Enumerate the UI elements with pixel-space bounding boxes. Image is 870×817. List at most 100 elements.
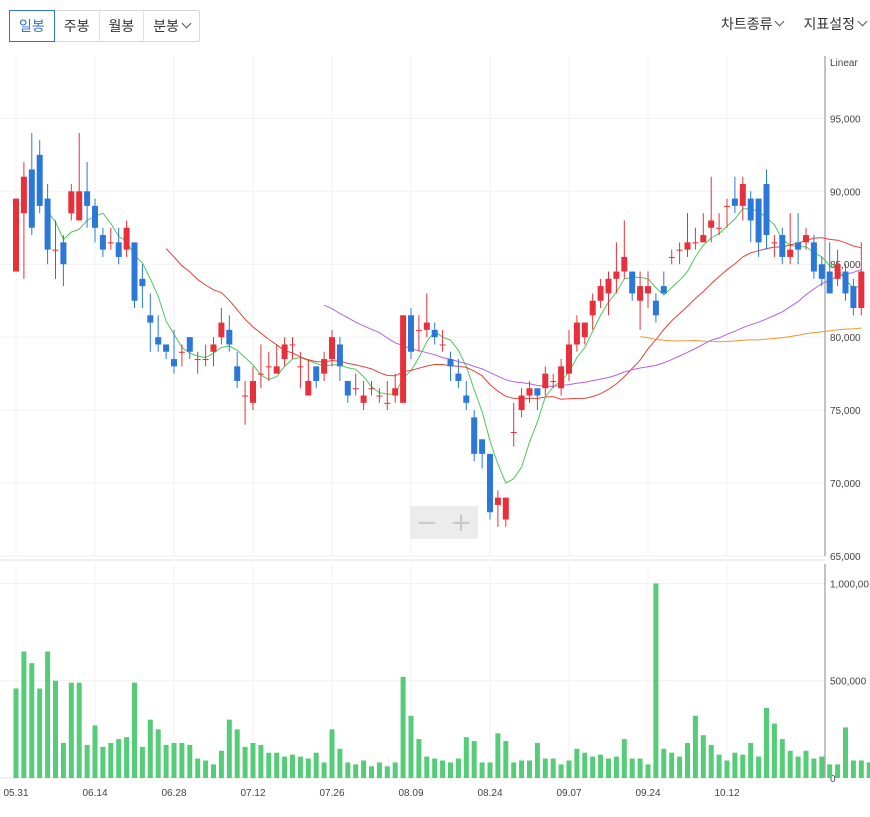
volume-bar [463, 737, 469, 778]
candle-body [589, 300, 596, 316]
volume-bar [748, 742, 754, 778]
candle-body [684, 242, 691, 250]
volume-bar [550, 758, 556, 778]
candle-body [652, 300, 659, 316]
x-tick-label: 08.24 [477, 788, 502, 799]
candle-body [850, 286, 857, 308]
candle-body [645, 286, 651, 294]
x-tick-label: 08.09 [398, 788, 423, 799]
candle-body [210, 344, 217, 352]
volume-bar [132, 682, 137, 778]
price-tick-label: 95,000 [830, 114, 861, 125]
x-tick-label: 06.28 [161, 788, 186, 799]
volume-bar [613, 756, 619, 778]
candle-body [518, 395, 525, 411]
volume-bar [819, 756, 825, 778]
candle-body [202, 359, 209, 361]
volume-bar [203, 760, 209, 778]
volume-bar [503, 741, 509, 778]
candle-body [637, 286, 644, 301]
volume-bar [163, 744, 169, 778]
candle-body [226, 329, 233, 345]
candle-body [415, 329, 422, 331]
candle-body [455, 373, 462, 381]
volume-bar [716, 754, 722, 778]
volume-bar [432, 758, 438, 778]
candle-body [76, 191, 83, 221]
period-daily-tab[interactable]: 일봉 [9, 10, 55, 42]
candle-body [36, 154, 43, 206]
candle-body [400, 315, 407, 403]
candle-body [731, 198, 738, 206]
indicator-settings-dropdown[interactable]: 지표설정 [803, 14, 868, 34]
candle-body [716, 227, 723, 229]
volume-bar [708, 744, 714, 778]
volume-bar [376, 762, 382, 778]
period-weekly-tab[interactable]: 주봉 [55, 11, 100, 41]
candle-body [597, 286, 604, 301]
zoom-in-button[interactable]: + [450, 507, 472, 538]
price-tick-label: 70,000 [830, 479, 861, 490]
volume-bar [779, 739, 785, 778]
volume-bar [669, 752, 675, 778]
candle-body [842, 271, 849, 294]
candle-body [392, 388, 399, 396]
candle-body [336, 344, 343, 367]
price-tick-label: 90,000 [830, 187, 861, 198]
volume-bar [147, 719, 153, 778]
volume-bar [692, 715, 698, 778]
volume-bar [345, 762, 351, 778]
volume-bar [250, 742, 256, 778]
volume-bar [558, 764, 564, 778]
candle-body [44, 198, 51, 250]
volume-bar [211, 764, 216, 778]
candle-body [265, 366, 272, 368]
volume-bar [637, 758, 643, 778]
candle-body [257, 373, 264, 375]
chevron-down-icon [775, 16, 785, 27]
chart-area[interactable]: Linear95,00090,00085,00080,00075,00070,0… [0, 56, 870, 812]
volume-bar [471, 741, 477, 778]
volume-bar [606, 758, 611, 778]
volume-bar [455, 758, 461, 778]
candle-body [115, 242, 122, 257]
candle-body [155, 337, 162, 345]
candle-body [131, 242, 138, 301]
volume-bar [787, 750, 793, 778]
volume-bar [495, 733, 501, 778]
candle-body [376, 395, 383, 397]
candle-body [329, 337, 335, 360]
volume-bar [84, 744, 90, 778]
volume-bar [321, 762, 327, 778]
volume-bar [542, 758, 548, 778]
volume-bar [124, 737, 130, 778]
volume-bar [313, 752, 319, 778]
chart-toolbar: 일봉 주봉 월봉 분봉 차트종류 지표설정 [0, 0, 870, 48]
x-tick-label: 07.12 [240, 788, 265, 799]
volume-bar [590, 756, 596, 778]
candle-body [139, 278, 146, 287]
candle-body [234, 366, 241, 381]
volume-bar [45, 651, 51, 778]
candle-body [613, 271, 620, 279]
volume-bar [811, 758, 817, 778]
candlestick-chart[interactable]: Linear95,00090,00085,00080,00075,00070,0… [0, 56, 870, 812]
candle-body [526, 388, 533, 396]
x-tick-label: 06.14 [82, 788, 107, 799]
volume-bar [440, 760, 446, 778]
period-minute-dropdown[interactable]: 분봉 [144, 11, 199, 41]
candle-body [502, 497, 509, 520]
candle-body [566, 344, 572, 374]
volume-bar [527, 760, 532, 778]
candle-body [242, 395, 249, 397]
candle-body [439, 344, 446, 346]
candle-body [60, 242, 67, 265]
chart-type-dropdown[interactable]: 차트종류 [721, 14, 785, 34]
volume-bar [155, 729, 161, 778]
volume-bar [724, 760, 730, 778]
candle-body [423, 322, 430, 330]
zoom-out-button[interactable]: − [416, 507, 438, 538]
candle-body [368, 388, 375, 390]
period-monthly-tab[interactable]: 월봉 [100, 11, 145, 41]
candle-body [581, 322, 588, 338]
